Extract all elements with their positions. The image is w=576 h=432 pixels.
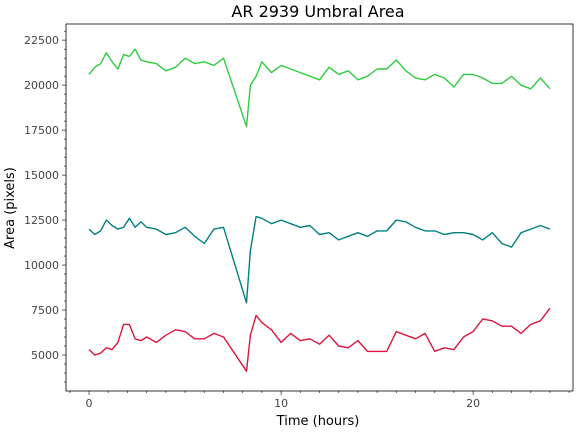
series-layer xyxy=(88,48,551,372)
y-tick-label: 15000 xyxy=(24,169,59,182)
y-tick-label: 20000 xyxy=(24,79,59,92)
series-line-2 xyxy=(88,215,551,304)
y-tick-label: 10000 xyxy=(24,259,59,272)
y-tick-label: 17500 xyxy=(24,124,59,137)
chart-title: AR 2939 Umbral Area xyxy=(231,2,404,21)
x-tick-label: 20 xyxy=(466,397,480,410)
series-line-1 xyxy=(88,48,551,128)
x-axis-label: Time (hours) xyxy=(276,414,360,429)
y-tick-label: 5000 xyxy=(31,349,59,362)
y-tick-label: 22500 xyxy=(24,34,59,47)
x-tick-label: 0 xyxy=(86,397,93,410)
y-tick-label: 12500 xyxy=(24,214,59,227)
plot-frame xyxy=(65,23,574,392)
x-tick-label: 10 xyxy=(274,397,288,410)
y-tick-label: 7500 xyxy=(31,304,59,317)
series-line-3 xyxy=(88,307,551,372)
y-axis-label: Area (pixels) xyxy=(3,167,18,249)
